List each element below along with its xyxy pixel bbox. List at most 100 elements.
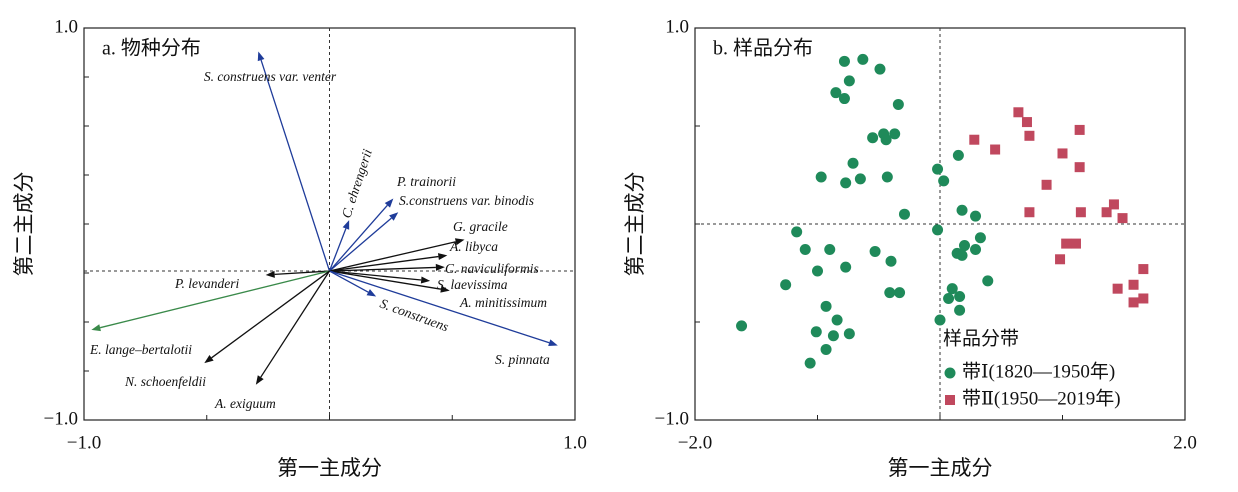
loading-arrow [329, 270, 550, 344]
sample-point [1021, 117, 1032, 128]
arrow-head [440, 285, 450, 293]
loading-arrow [329, 270, 369, 293]
sample-point [1024, 130, 1035, 141]
loading-arrow [211, 270, 330, 359]
sample-point [952, 149, 964, 161]
sample-point [932, 163, 944, 175]
sample-point [854, 173, 866, 185]
sample-point [1138, 264, 1149, 275]
sample-point [884, 287, 896, 299]
sample-point [820, 343, 832, 355]
species-label: G. gracile [453, 219, 508, 234]
sample-point [874, 63, 886, 75]
sample-point [982, 275, 994, 287]
sample-point [1128, 279, 1139, 290]
sample-point [946, 283, 958, 295]
x-tick-label: −1.0 [67, 432, 101, 453]
species-label: S. construens var. venter [204, 69, 337, 84]
loading-arrow [260, 59, 331, 272]
sample-point [1108, 199, 1119, 210]
sample-point [857, 53, 869, 65]
arrow-head [454, 238, 465, 246]
arrow-head [437, 253, 448, 261]
species-label: N. schoenfeldii [124, 374, 206, 389]
sample-point [867, 132, 879, 144]
species-label: S. pinnata [495, 352, 550, 367]
sample-point [970, 243, 982, 255]
y-tick-label: −1.0 [44, 408, 78, 429]
sample-point [1128, 297, 1139, 308]
sample-point [1070, 238, 1081, 249]
sample-point [1057, 148, 1068, 159]
legend-marker [945, 395, 955, 405]
loading-arrow [329, 255, 439, 272]
x-tick-label: 2.0 [1173, 432, 1197, 453]
sample-point [1075, 207, 1086, 218]
loading-arrow [329, 217, 392, 272]
sample-point [954, 304, 966, 316]
sample-point [934, 314, 946, 326]
sample-point [1061, 238, 1072, 249]
sample-point [889, 128, 901, 140]
sample-point [810, 326, 822, 338]
arrow-head [366, 289, 377, 297]
sample-point [1055, 254, 1066, 265]
sample-point [1024, 207, 1035, 218]
sample-point [1074, 124, 1085, 135]
panel-title: b. 样品分布 [713, 37, 813, 60]
sample-point [956, 249, 968, 261]
species-label: E. lange–bertalotii [89, 342, 192, 357]
panel-title: a. 物种分布 [102, 37, 201, 60]
arrow-head [389, 212, 399, 221]
sample-point [799, 243, 811, 255]
sample-point [1013, 107, 1024, 118]
y-axis-label: 第二主成分 [12, 172, 36, 277]
species-label: A. libyca [449, 239, 498, 254]
sample-point [831, 314, 843, 326]
sample-point [1138, 293, 1149, 304]
sample-point [847, 157, 859, 169]
x-axis-label: 第一主成分 [888, 456, 993, 480]
sample-point [812, 265, 823, 277]
arrow-head [91, 324, 101, 332]
species-label: A. minitissimum [459, 295, 547, 310]
y-tick-label: 1.0 [54, 16, 78, 37]
sample-point [943, 292, 955, 304]
species-label: C. naviculiformis [445, 261, 539, 276]
sample-point [1041, 179, 1052, 190]
loading-arrow [329, 270, 442, 290]
sample-point [843, 75, 855, 87]
arrow-head [435, 263, 445, 271]
sample-point [880, 134, 892, 146]
arrow-head [265, 270, 275, 278]
species-label: P. trainorii [396, 174, 456, 189]
species-label: S. laevissima [437, 277, 508, 292]
loading-arrow [329, 204, 388, 272]
arrow-head [342, 220, 350, 230]
sample-point [869, 245, 881, 257]
arrow-head [384, 198, 394, 208]
arrow-head [204, 355, 214, 364]
loading-arrow [99, 270, 330, 329]
loading-arrow [328, 228, 347, 272]
species-label: A. exiguum [214, 396, 276, 411]
loading-arrow [274, 270, 330, 276]
x-tick-label: −2.0 [678, 432, 712, 453]
sample-point [838, 55, 850, 67]
sample-point [881, 171, 893, 183]
legend-title: 样品分带 [943, 327, 1019, 349]
sample-point [827, 330, 839, 342]
sample-point [938, 175, 950, 187]
arrow-head [257, 51, 265, 62]
sample-point [932, 224, 944, 236]
loading-arrow [329, 270, 422, 281]
sample-point [974, 232, 986, 244]
sample-point [990, 144, 1001, 155]
sample-point [956, 204, 968, 216]
sample-point [804, 357, 816, 369]
sample-point [815, 171, 827, 183]
legend-label: 带Ⅱ(1950—2019年) [962, 387, 1121, 409]
sample-point [820, 300, 832, 312]
sample-point [824, 243, 836, 255]
